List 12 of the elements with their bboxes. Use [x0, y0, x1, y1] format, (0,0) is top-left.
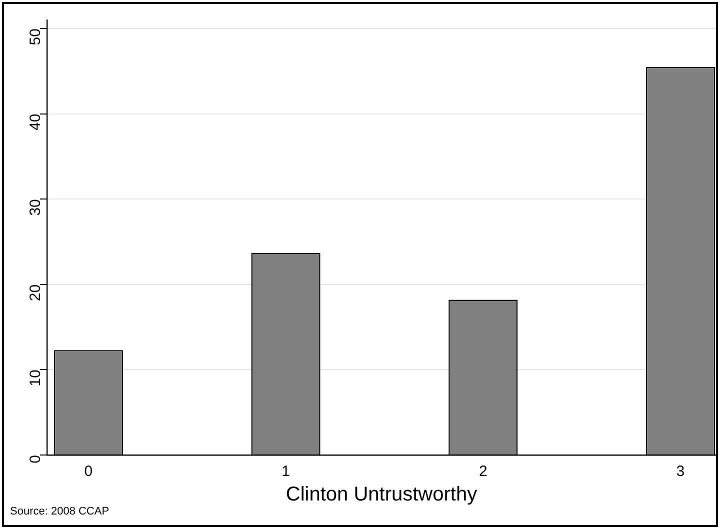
y-tick-label: 30	[27, 199, 44, 216]
x-tick-label: 0	[84, 463, 93, 480]
y-tick-label: 10	[27, 370, 44, 386]
source-note: Source: 2008 CCAP	[10, 506, 110, 518]
y-tick-label: 40	[27, 114, 44, 131]
x-axis-title: Clinton Untrustworthy	[286, 484, 478, 506]
y-tick-label: 20	[27, 284, 44, 302]
x-tick-label: 2	[478, 463, 488, 480]
y-tick-label: 50	[27, 28, 44, 46]
x-tick-label: 3	[676, 463, 685, 480]
x-tick-label: 1	[282, 463, 290, 480]
y-tick-label: 0	[27, 455, 44, 464]
